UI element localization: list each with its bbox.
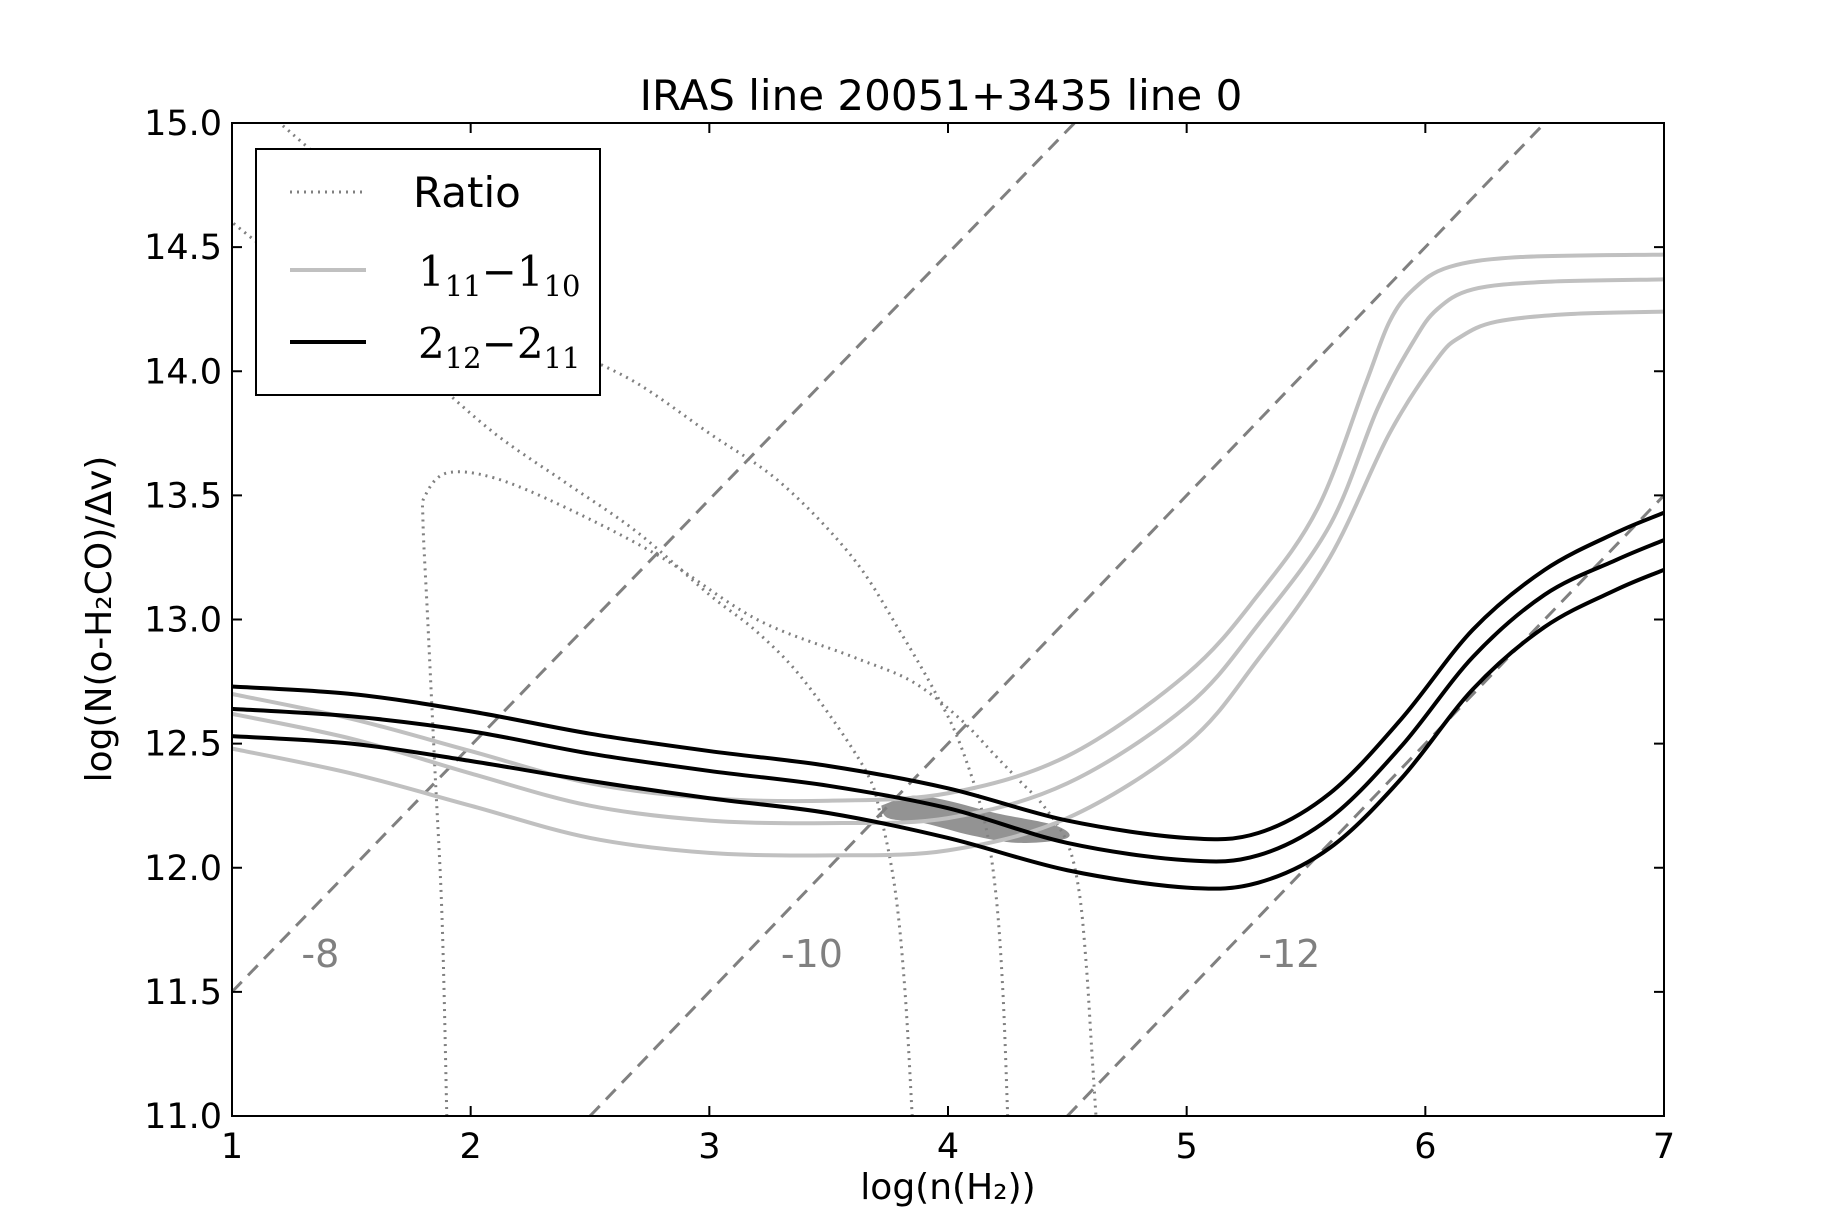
y-tick-label: 15.0 — [144, 104, 222, 144]
legend: Ratio 111−110 212−211 — [255, 148, 601, 396]
x-tick-label: 7 — [1653, 1127, 1675, 1167]
x-tick-label: 2 — [460, 1127, 482, 1167]
density-label-2: -10 — [781, 932, 843, 976]
series-line-8 — [232, 538, 1664, 864]
series-line-5 — [232, 277, 1664, 826]
axis-ticks: 1 2 3 4 5 6 7 11.0 11.5 12.0 12.5 13.0 13.5 14.0 14.5 1… — [144, 104, 1675, 1167]
y-tick-label: 14.0 — [144, 352, 222, 392]
x-tick-label: 6 — [1414, 1127, 1436, 1167]
chart-title: IRAS line 20051+3435 line 0 — [640, 71, 1243, 120]
series-line-7 — [232, 510, 1664, 842]
x-tick-label: 4 — [937, 1127, 959, 1167]
y-tick-label: 11.0 — [144, 1097, 222, 1137]
x-tick-label: 1 — [221, 1127, 243, 1167]
x-tick-label: 3 — [698, 1127, 720, 1167]
series-line-4 — [232, 252, 1664, 804]
x-axis-label: log(n(H₂)) — [860, 1167, 1035, 1208]
density-label-3: -12 — [1258, 932, 1320, 976]
y-tick-label: 12.0 — [144, 849, 222, 889]
legend-label-ratio: Ratio — [413, 168, 521, 217]
y-tick-label: 11.5 — [144, 973, 222, 1013]
density-label-1: -8 — [301, 932, 339, 976]
y-tick-label: 14.5 — [144, 228, 222, 268]
legend-label-212-211: 212−211 — [418, 319, 580, 375]
series-line-6 — [232, 309, 1664, 858]
series-line-3 — [278, 123, 1010, 1116]
y-tick-label: 13.0 — [144, 601, 222, 641]
density-line-1 — [232, 123, 1076, 993]
legend-label-111-110: 111−110 — [418, 247, 580, 303]
y-tick-label: 13.5 — [144, 476, 222, 516]
series-line-9 — [232, 568, 1664, 891]
density-line-3 — [1066, 494, 1664, 1116]
y-axis-label: log(N(o-H₂CO)/Δv) — [79, 456, 120, 783]
y-tick-label: 12.5 — [144, 725, 222, 765]
plot-content: -8 -10 -12 — [232, 123, 1664, 1116]
series-line-2 — [232, 221, 914, 1116]
x-tick-label: 5 — [1176, 1127, 1198, 1167]
